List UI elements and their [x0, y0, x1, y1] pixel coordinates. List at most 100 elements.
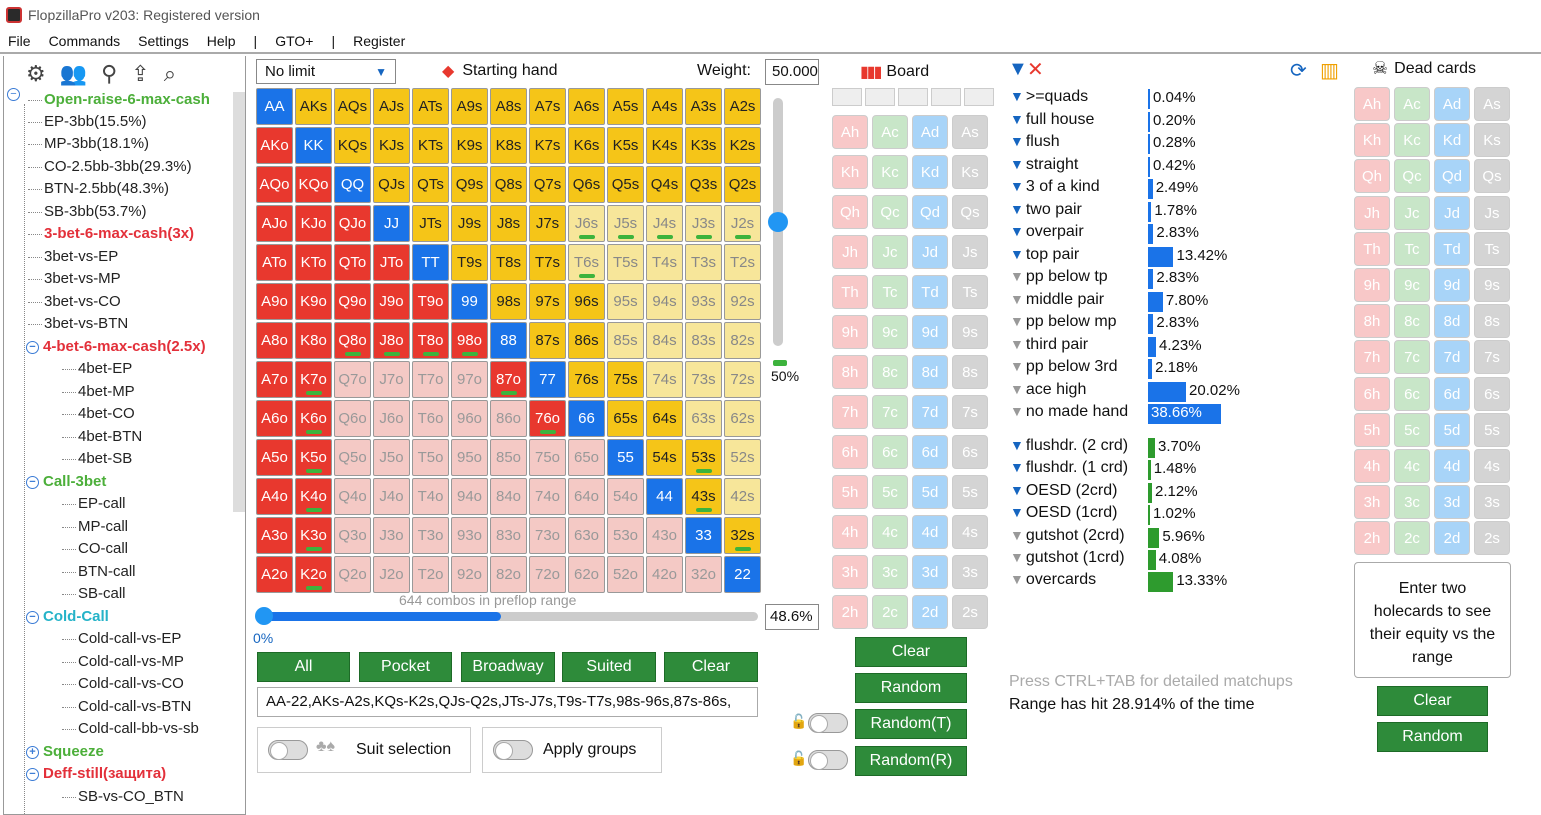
tree-item[interactable]: MP-call: [62, 516, 128, 538]
hand-cell-63s[interactable]: 63s: [685, 400, 722, 437]
hand-cell-65s[interactable]: 65s: [607, 400, 644, 437]
dead-card-Jc[interactable]: Jc: [1394, 195, 1430, 230]
tree-item[interactable]: Cold-call-bb-vs-sb: [62, 718, 199, 740]
collapse-icon[interactable]: −: [26, 767, 39, 781]
hand-cell-TT[interactable]: TT: [412, 244, 449, 281]
dead-card-8h[interactable]: 8h: [1354, 304, 1390, 339]
hand-cell-95s[interactable]: 95s: [607, 283, 644, 320]
board-card-9h[interactable]: 9h: [832, 315, 868, 349]
hand-cell-64o[interactable]: 64o: [568, 478, 605, 515]
clear-filter-icon[interactable]: ✕: [1027, 59, 1044, 81]
suit-selection-toggle[interactable]: [268, 740, 308, 760]
dead-card-Qd[interactable]: Qd: [1434, 159, 1470, 194]
hand-cell-Q3o[interactable]: Q3o: [334, 517, 371, 554]
stat-row[interactable]: ▼ flushdr. (1 crd): [1010, 459, 1128, 477]
dead-card-6d[interactable]: 6d: [1434, 376, 1470, 411]
filter-icon[interactable]: ▼: [1010, 403, 1024, 419]
hand-cell-K6o[interactable]: K6o: [295, 400, 332, 437]
dead-card-Jh[interactable]: Jh: [1354, 195, 1390, 230]
dead-card-6h[interactable]: 6h: [1354, 376, 1390, 411]
dead-card-Kd[interactable]: Kd: [1434, 123, 1470, 158]
stat-row[interactable]: ▼ flushdr. (2 crd): [1010, 437, 1128, 455]
hand-cell-A7o[interactable]: A7o: [256, 361, 293, 398]
hand-cell-KJo[interactable]: KJo: [295, 205, 332, 242]
dead-card-Kh[interactable]: Kh: [1354, 123, 1390, 158]
filter-icon[interactable]: ▼: [1010, 571, 1024, 588]
board-card-8h[interactable]: 8h: [832, 355, 868, 389]
hand-cell-J4o[interactable]: J4o: [373, 478, 410, 515]
hand-cell-97o[interactable]: 97o: [451, 361, 488, 398]
hand-cell-32o[interactable]: 32o: [685, 556, 722, 593]
stat-row[interactable]: ▼ OESD (1crd): [1010, 504, 1117, 522]
hand-cell-42o[interactable]: 42o: [646, 556, 683, 593]
dead-card-Ah[interactable]: Ah: [1354, 87, 1390, 121]
tree-item[interactable]: 4bet-CO: [62, 403, 135, 425]
range-text-input[interactable]: AA-22,AKs-A2s,KQs-K2s,QJs-Q2s,JTs-J7s,T9…: [257, 687, 758, 717]
hand-cell-75o[interactable]: 75o: [529, 439, 566, 476]
dead-card-Qc[interactable]: Qc: [1394, 159, 1430, 194]
hand-cell-J3s[interactable]: J3s: [685, 205, 722, 242]
hand-cell-T8o[interactable]: T8o: [412, 322, 449, 359]
hand-cell-Q2s[interactable]: Q2s: [724, 166, 761, 203]
stat-row[interactable]: ▼ overcards: [1010, 571, 1096, 589]
hand-cell-K4s[interactable]: K4s: [646, 127, 683, 164]
broadway-range-button[interactable]: Broadway: [461, 652, 555, 682]
stat-row[interactable]: ▼ no made hand: [1010, 403, 1128, 421]
tree-item[interactable]: SB-vs-CO_BTN: [62, 786, 184, 808]
hand-cell-T3s[interactable]: T3s: [685, 244, 722, 281]
dead-card-5h[interactable]: 5h: [1354, 412, 1390, 447]
stat-row[interactable]: ▼ third pair: [1010, 336, 1088, 354]
hand-cell-A8o[interactable]: A8o: [256, 322, 293, 359]
hand-cell-64s[interactable]: 64s: [646, 400, 683, 437]
board-card-7c[interactable]: 7c: [872, 395, 908, 429]
filter-icon[interactable]: ▼: [1010, 268, 1024, 284]
hand-cell-55[interactable]: 55: [607, 439, 644, 476]
dead-card-8s[interactable]: 8s: [1474, 304, 1510, 339]
hand-cell-96s[interactable]: 96s: [568, 283, 605, 320]
hand-cell-94o[interactable]: 94o: [451, 478, 488, 515]
hand-cell-98o[interactable]: 98o: [451, 322, 488, 359]
hand-cell-J7o[interactable]: J7o: [373, 361, 410, 398]
board-card-Td[interactable]: Td: [912, 275, 948, 309]
filter-icon[interactable]: ▼: [1010, 200, 1024, 217]
stat-row[interactable]: ▼ OESD (2crd): [1010, 482, 1117, 500]
hand-cell-85s[interactable]: 85s: [607, 322, 644, 359]
stat-row[interactable]: ▼ pp below mp: [1010, 313, 1117, 331]
hand-cell-J3o[interactable]: J3o: [373, 517, 410, 554]
board-card-Jc[interactable]: Jc: [872, 235, 908, 269]
board-card-6c[interactable]: 6c: [872, 435, 908, 469]
hand-cell-T6s[interactable]: T6s: [568, 244, 605, 281]
dead-card-Qh[interactable]: Qh: [1354, 159, 1390, 194]
starting-hand-header[interactable]: ◆ Starting hand: [442, 61, 558, 81]
hand-cell-83s[interactable]: 83s: [685, 322, 722, 359]
hand-cell-86o[interactable]: 86o: [490, 400, 527, 437]
hand-cell-42s[interactable]: 42s: [724, 478, 761, 515]
menu-help[interactable]: Help: [206, 33, 236, 49]
filter-icon[interactable]: ▼: [1010, 481, 1024, 498]
dead-card-9h[interactable]: 9h: [1354, 268, 1390, 302]
hand-cell-77[interactable]: 77: [529, 361, 566, 398]
hand-cell-62s[interactable]: 62s: [724, 400, 761, 437]
dead-card-4d[interactable]: 4d: [1434, 449, 1470, 483]
dead-card-6c[interactable]: 6c: [1394, 376, 1430, 411]
dead-card-2d[interactable]: 2d: [1434, 521, 1470, 556]
board-card-8c[interactable]: 8c: [872, 355, 908, 389]
dead-card-3c[interactable]: 3c: [1394, 485, 1430, 520]
hand-cell-AJs[interactable]: AJs: [373, 88, 410, 125]
board-card-4c[interactable]: 4c: [872, 515, 908, 549]
hand-cell-K8o[interactable]: K8o: [295, 322, 332, 359]
board-card-Jh[interactable]: Jh: [832, 235, 868, 269]
hand-cell-Q4o[interactable]: Q4o: [334, 478, 371, 515]
dead-card-Qs[interactable]: Qs: [1474, 159, 1510, 194]
hand-cell-T9o[interactable]: T9o: [412, 283, 449, 320]
dead-card-Ad[interactable]: Ad: [1434, 87, 1470, 121]
filter-icon[interactable]: ▼: [1010, 358, 1024, 374]
all-range-button[interactable]: All: [257, 652, 350, 682]
hand-cell-98s[interactable]: 98s: [490, 283, 527, 320]
hand-cell-75s[interactable]: 75s: [607, 361, 644, 398]
hand-cell-T2s[interactable]: T2s: [724, 244, 761, 281]
dead-card-9d[interactable]: 9d: [1434, 268, 1470, 302]
weight-input[interactable]: 50.000: [765, 59, 819, 85]
board-card-4d[interactable]: 4d: [912, 515, 948, 549]
stat-row[interactable]: ▼ >=quads: [1010, 88, 1088, 106]
